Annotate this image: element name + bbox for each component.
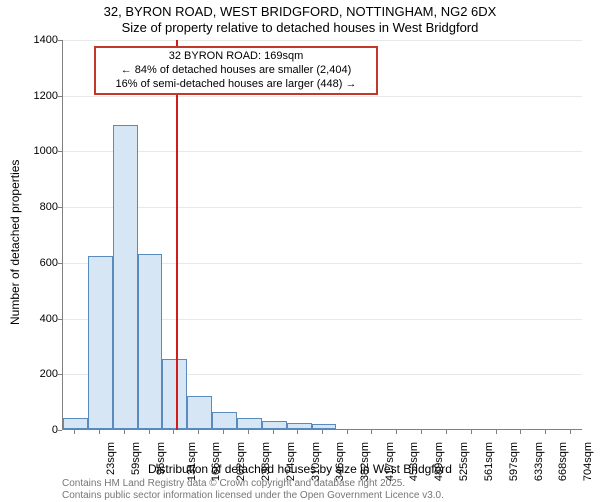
x-tick-mark [396, 430, 397, 434]
histogram-bar [212, 412, 237, 429]
histogram-bar [88, 256, 113, 429]
y-tick-label: 800 [22, 201, 58, 213]
y-tick-label: 1200 [22, 90, 58, 102]
annotation-line-2: ← 84% of detached houses are smaller (2,… [102, 64, 370, 78]
property-marker-line [176, 40, 178, 430]
y-tick-mark [58, 207, 62, 208]
histogram-bar [63, 418, 88, 429]
title-line-1: 32, BYRON ROAD, WEST BRIDGFORD, NOTTINGH… [0, 4, 600, 20]
x-tick-mark [520, 430, 521, 434]
histogram-bar [262, 421, 287, 429]
y-tick-label: 1000 [22, 145, 58, 157]
x-tick-mark [99, 430, 100, 434]
x-tick-mark [248, 430, 249, 434]
x-tick-mark [223, 430, 224, 434]
y-tick-mark [58, 430, 62, 431]
title-line-2: Size of property relative to detached ho… [0, 20, 600, 36]
y-tick-label: 1400 [22, 34, 58, 46]
y-tick-mark [58, 263, 62, 264]
x-tick-mark [496, 430, 497, 434]
histogram-bar [113, 125, 138, 429]
x-tick-mark [570, 430, 571, 434]
histogram-bar [287, 423, 312, 429]
y-tick-mark [58, 96, 62, 97]
x-tick-mark [173, 430, 174, 434]
x-tick-mark [198, 430, 199, 434]
footer-attribution: Contains HM Land Registry data © Crown c… [62, 478, 444, 502]
x-tick-mark [124, 430, 125, 434]
x-tick-mark [471, 430, 472, 434]
histogram-bar [162, 359, 187, 429]
x-tick-mark [273, 430, 274, 434]
gridline-h [63, 40, 582, 41]
y-tick-label: 600 [22, 257, 58, 269]
plot-area [62, 40, 582, 430]
footer-line-2: Contains public sector information licen… [62, 490, 444, 502]
chart-title: 32, BYRON ROAD, WEST BRIDGFORD, NOTTINGH… [0, 4, 600, 35]
histogram-chart: 32, BYRON ROAD, WEST BRIDGFORD, NOTTINGH… [0, 0, 600, 500]
y-tick-label: 400 [22, 313, 58, 325]
gridline-h [63, 96, 582, 97]
y-tick-mark [58, 40, 62, 41]
y-tick-label: 0 [22, 424, 58, 436]
histogram-bar [138, 254, 163, 430]
x-tick-mark [297, 430, 298, 434]
gridline-h [63, 207, 582, 208]
x-axis-label: Distribution of detached houses by size … [0, 462, 600, 476]
annotation-box: 32 BYRON ROAD: 169sqm ← 84% of detached … [94, 46, 378, 95]
x-tick-mark [446, 430, 447, 434]
histogram-bar [187, 396, 212, 429]
y-tick-mark [58, 151, 62, 152]
x-tick-mark [421, 430, 422, 434]
histogram-bar [237, 418, 262, 429]
x-tick-mark [74, 430, 75, 434]
annotation-line-1: 32 BYRON ROAD: 169sqm [102, 50, 370, 64]
annotation-line-3: 16% of semi-detached houses are larger (… [102, 78, 370, 92]
y-tick-mark [58, 374, 62, 375]
x-tick-mark [322, 430, 323, 434]
y-axis-label: Number of detached properties [8, 160, 22, 325]
x-tick-mark [371, 430, 372, 434]
gridline-h [63, 151, 582, 152]
y-tick-mark [58, 319, 62, 320]
x-tick-mark [347, 430, 348, 434]
histogram-bar [312, 424, 337, 429]
x-tick-mark [545, 430, 546, 434]
y-tick-label: 200 [22, 368, 58, 380]
x-tick-mark [149, 430, 150, 434]
